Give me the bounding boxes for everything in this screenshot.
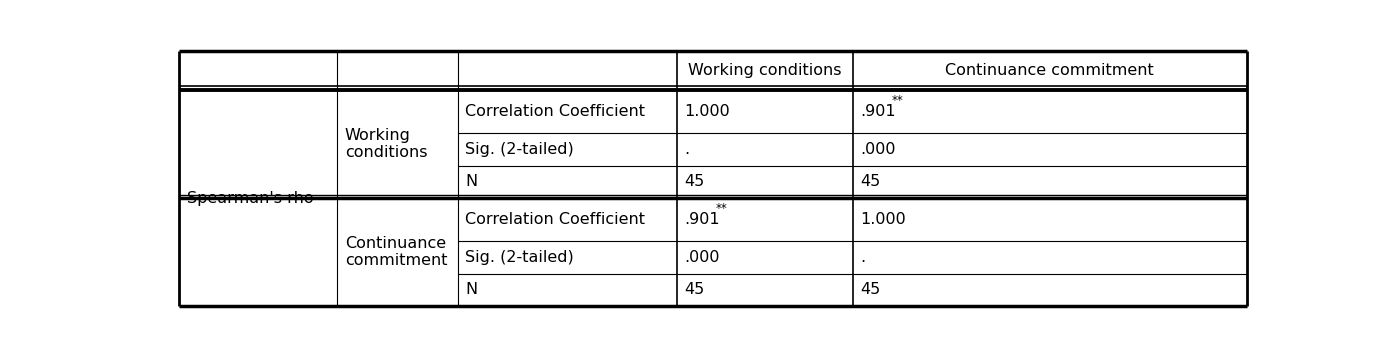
- Text: .901: .901: [684, 212, 719, 227]
- Text: Spearman's rho: Spearman's rho: [186, 191, 313, 205]
- Text: N: N: [466, 282, 477, 297]
- Text: Correlation Coefficient: Correlation Coefficient: [466, 212, 645, 227]
- Text: **: **: [715, 202, 727, 215]
- Text: **: **: [892, 94, 903, 107]
- Text: 1.000: 1.000: [860, 212, 906, 227]
- Text: 45: 45: [684, 282, 704, 297]
- Text: Continuance commitment: Continuance commitment: [946, 63, 1155, 78]
- Text: Working
conditions: Working conditions: [345, 128, 427, 160]
- Text: Sig. (2-tailed): Sig. (2-tailed): [466, 142, 574, 157]
- Text: Continuance
commitment: Continuance commitment: [345, 236, 448, 268]
- Text: .000: .000: [860, 142, 896, 157]
- Text: Sig. (2-tailed): Sig. (2-tailed): [466, 250, 574, 265]
- Text: 45: 45: [860, 282, 881, 297]
- Text: 45: 45: [860, 174, 881, 189]
- Text: .901: .901: [860, 104, 896, 119]
- Text: Correlation Coefficient: Correlation Coefficient: [466, 104, 645, 119]
- Text: .000: .000: [684, 250, 719, 265]
- Text: 1.000: 1.000: [684, 104, 730, 119]
- Text: N: N: [466, 174, 477, 189]
- Text: Working conditions: Working conditions: [689, 63, 842, 78]
- Text: 45: 45: [684, 174, 704, 189]
- Text: .: .: [860, 250, 865, 265]
- Text: .: .: [684, 142, 690, 157]
